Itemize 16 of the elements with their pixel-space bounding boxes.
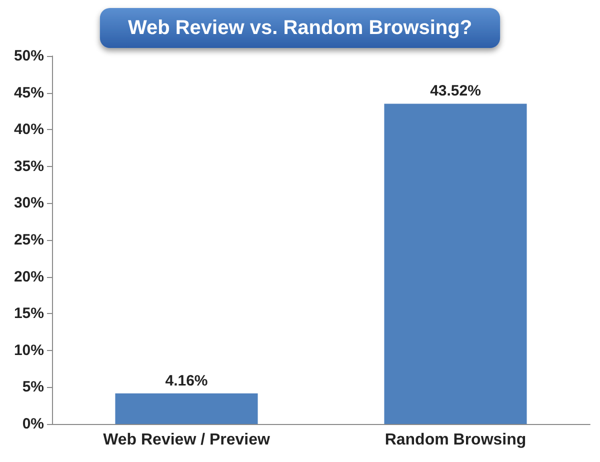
y-tick-label: 20% <box>14 268 44 286</box>
x-tick-label: Random Browsing <box>384 432 526 448</box>
chart-title: Web Review vs. Random Browsing? <box>128 17 472 39</box>
y-tick-label: 45% <box>14 84 44 102</box>
y-tick-label: 25% <box>14 232 44 248</box>
y-tick-label: 40% <box>14 121 44 138</box>
y-tick-label: 0% <box>22 416 44 432</box>
y-tick-label: 30% <box>14 194 44 212</box>
y-tick-label: 50% <box>14 48 44 64</box>
data-label: 4.16% <box>165 372 208 390</box>
data-label: 43.52% <box>430 82 481 100</box>
y-tick-label: 10% <box>14 342 44 359</box>
y-tick-label: 35% <box>14 158 44 175</box>
y-tick-label: 5% <box>22 378 44 396</box>
y-tick-label: 15% <box>14 305 44 322</box>
x-tick-label: Web Review / Preview <box>103 432 270 448</box>
